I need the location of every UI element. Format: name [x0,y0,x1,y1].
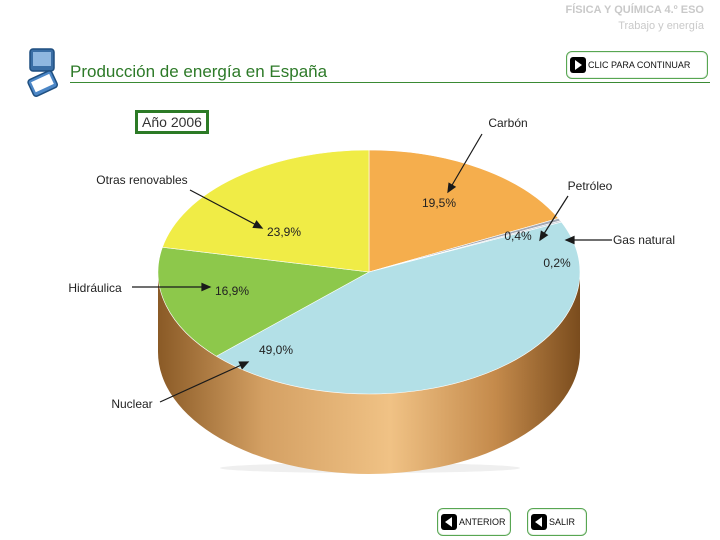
continue-button[interactable]: CLIC PARA CONTINUAR [566,51,708,79]
pie-slice-nuclear [215,221,581,395]
leader-arrowhead-hidraulica [201,282,212,292]
previous-label: ANTERIOR [459,517,506,527]
leader-line-otras-renovables [189,189,263,229]
leader-arrowhead-otras-renovables [252,220,264,229]
course-title: FÍSICA Y QUÍMICA 4.º ESO [565,4,705,16]
slice-name-label-hidraulica: Hidráulica [68,281,122,295]
slice-value-label-nuclear: 49,0% [259,343,293,357]
leader-arrowhead-petroleo [539,230,549,242]
leader-arrowhead-nuclear [238,361,250,370]
slice-value-label-petroleo: 0,4% [504,229,532,243]
slice-name-label-nuclear: Nuclear [111,397,152,411]
slice-value-label-hidraulica: 16,9% [215,284,249,298]
pie-slice-otras-renovables [161,149,370,273]
pie-side [158,272,580,474]
slice-value-label-carbon: 19,5% [422,196,456,210]
slice-name-label-otras-renovables: Otras renovables [96,173,187,187]
slice-value-label-gas-natural: 0,2% [543,256,571,270]
exit-button[interactable]: SALIR [527,508,587,536]
leader-arrowhead-carbon [447,182,457,194]
slice-name-label-gas-natural: Gas natural [613,233,675,247]
exit-label: SALIR [549,517,576,527]
leader-line-nuclear [159,361,249,403]
slice-name-label-petroleo: Petróleo [568,179,613,193]
topic-subtitle: Trabajo y energía [618,20,704,32]
year-badge: Año 2006 [135,110,209,134]
pie-slice-carbon [368,149,559,273]
leader-line-petroleo [539,195,569,241]
page-title: Producción de energía en España [70,62,328,81]
slice-value-label-otras-renovables: 23,9% [267,225,301,239]
slice-name-label-carbon: Carbón [488,116,527,130]
play-left-icon [441,514,457,530]
play-right-icon [570,57,586,73]
pie-slice-hidraulica [157,246,370,357]
logo-icon [24,46,72,98]
title-divider [70,82,710,83]
play-left-icon [531,514,547,530]
leader-arrowhead-gas-natural [564,235,575,245]
continue-label: CLIC PARA CONTINUAR [588,60,691,70]
previous-button[interactable]: ANTERIOR [437,508,511,536]
leader-line-carbon [447,133,483,193]
